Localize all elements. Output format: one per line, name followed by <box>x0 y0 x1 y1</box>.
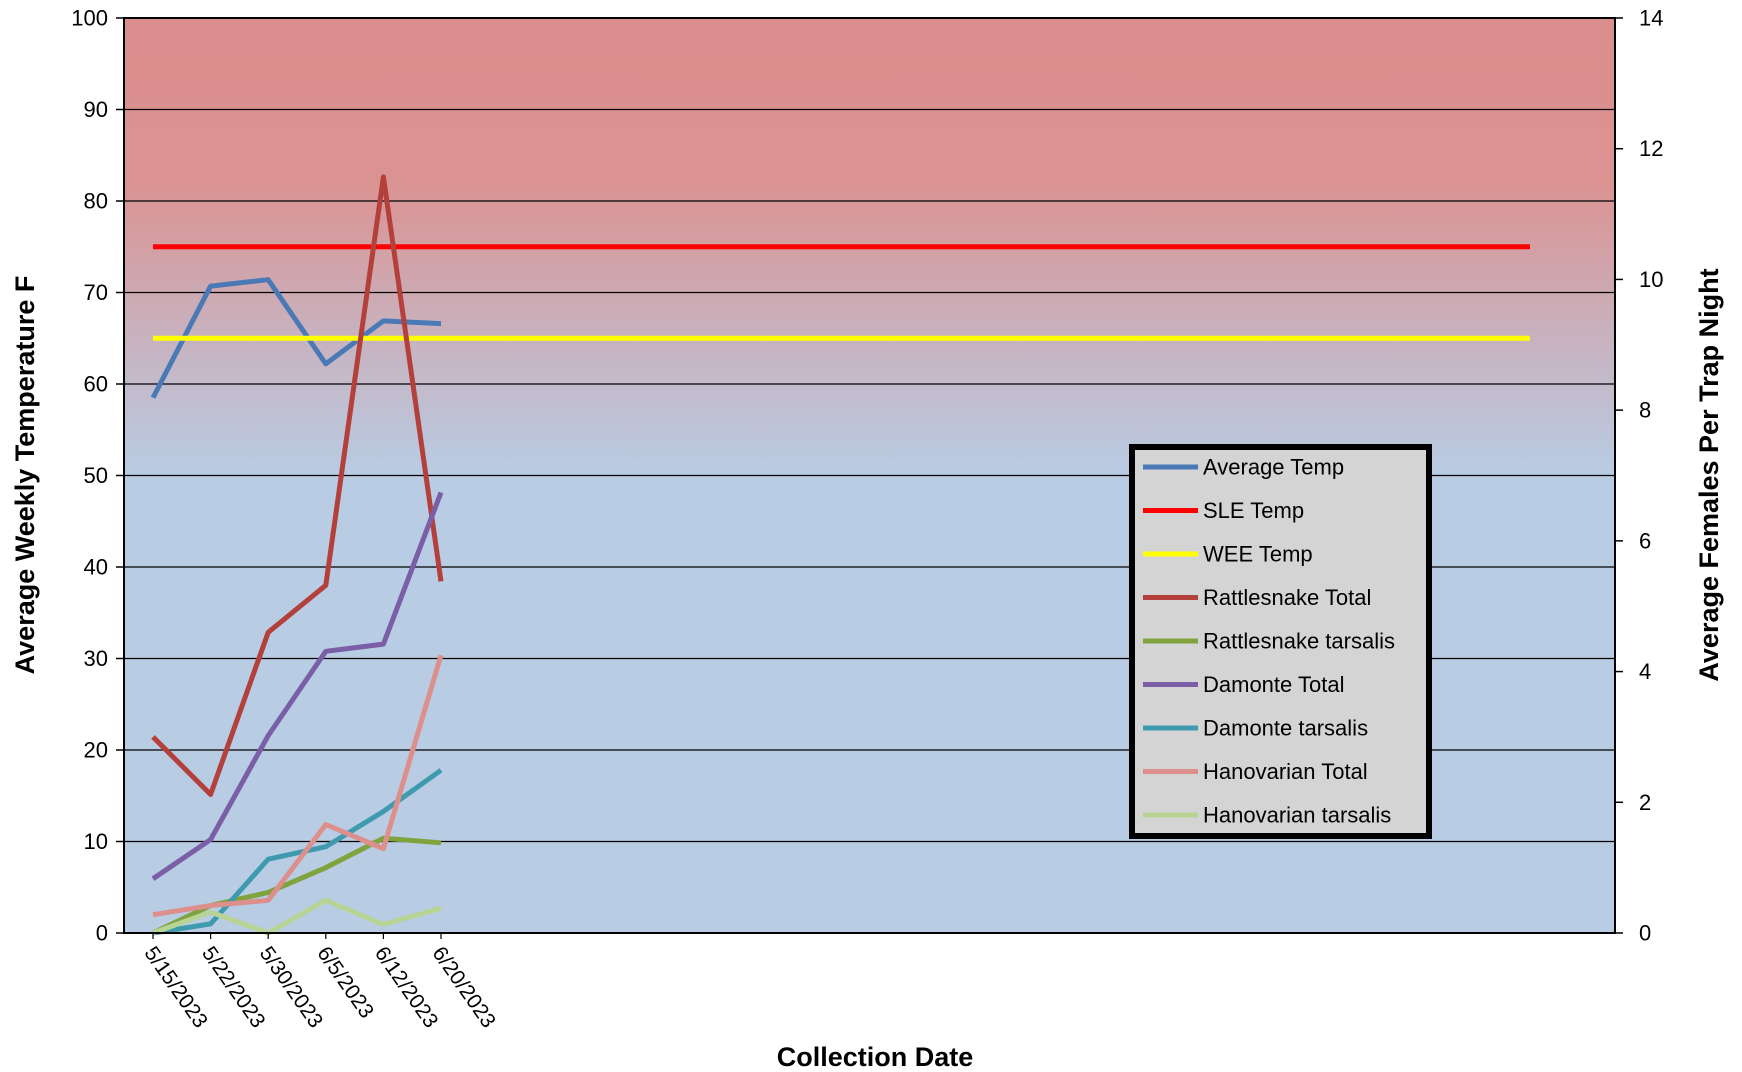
legend-label-hanovarian-total: Hanovarian Total <box>1203 759 1368 784</box>
right-tick-label: 14 <box>1639 6 1663 31</box>
legend-label-sle-temp: SLE Temp <box>1203 498 1304 523</box>
right-tick-label: 8 <box>1639 398 1651 423</box>
x-axis-label: Collection Date <box>777 1042 974 1067</box>
y-axis-left-label: Average Weekly Temperature F <box>10 276 40 675</box>
right-tick-label: 4 <box>1639 659 1651 684</box>
left-tick-label: 100 <box>71 6 108 31</box>
right-tick-label: 6 <box>1639 528 1651 553</box>
series-line-rattlesnake-total <box>151 174 444 797</box>
right-tick-label: 12 <box>1639 136 1663 161</box>
legend-label-rattlesnake-total: Rattlesnake Total <box>1203 585 1371 610</box>
y-axis-right-label: Average Females Per Trap Night <box>1694 268 1724 681</box>
legend-label-rattlesnake-tarsalis: Rattlesnake tarsalis <box>1203 629 1395 654</box>
left-tick-label: 0 <box>96 921 108 946</box>
series-line-hanovarian-total <box>152 654 444 918</box>
legend-label-hanovarian-tarsalis: Hanovarian tarsalis <box>1203 803 1391 828</box>
series-line-damonte-total <box>151 491 444 881</box>
right-tick-label: 0 <box>1639 921 1651 946</box>
series-line-damonte-tarsalis <box>152 768 443 936</box>
series-line-hanovarian-tarsalis <box>152 897 442 936</box>
left-tick-label: 40 <box>84 555 108 580</box>
right-axis-ticks: 0 2 4 6 8 10 12 14 <box>1615 6 1663 946</box>
left-tick-label: 20 <box>84 738 108 763</box>
right-tick-label: 2 <box>1639 790 1651 815</box>
series-lines <box>150 174 1530 936</box>
left-tick-label: 80 <box>84 189 108 214</box>
x-axis-ticks: 5/15/20235/22/20235/30/20236/5/20236/12/… <box>140 933 500 1032</box>
right-tick-label: 10 <box>1639 267 1663 292</box>
left-tick-label: 30 <box>84 646 108 671</box>
legend-label-average-temp: Average Temp <box>1203 455 1344 480</box>
left-tick-label: 50 <box>84 463 108 488</box>
legend-label-damonte-tarsalis: Damonte tarsalis <box>1203 716 1368 741</box>
left-tick-label: 90 <box>84 97 108 122</box>
legend-label-wee-temp: WEE Temp <box>1203 542 1313 567</box>
left-tick-label: 10 <box>84 829 108 854</box>
legend: Average Temp SLE Temp WEE Temp Rattlesnake … <box>1129 444 1432 839</box>
series-line-rattlesnake-tarsalis <box>151 835 442 936</box>
legend-label-damonte-total: Damonte Total <box>1203 672 1344 697</box>
left-tick-label: 70 <box>84 280 108 305</box>
left-tick-label: 60 <box>84 372 108 397</box>
series-line-average-temp <box>150 277 442 399</box>
left-axis-ticks: 0 10 20 30 40 50 60 70 80 90 100 <box>71 6 124 946</box>
